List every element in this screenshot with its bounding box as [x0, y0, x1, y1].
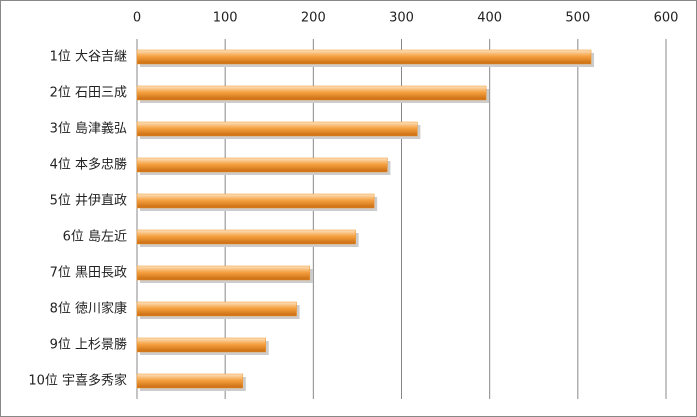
bar [136, 337, 266, 353]
bar [136, 49, 592, 65]
x-tick-label: 300 [389, 11, 414, 26]
bar [136, 85, 487, 101]
y-tick-label: 7位 黒田長政 [50, 266, 127, 281]
y-tick-label: 2位 石田三成 [50, 86, 127, 101]
x-tick-label: 100 [213, 11, 238, 26]
y-tick-label: 3位 島津義弘 [50, 121, 127, 137]
y-tick-label: 8位 徳川家康 [50, 301, 127, 317]
y-tick-label: 9位 上杉景勝 [50, 338, 127, 353]
bar [136, 301, 297, 317]
x-tick-label: 200 [301, 11, 326, 26]
x-tick-label: 0 [133, 11, 141, 26]
y-tick-label: 6位 島左近 [63, 230, 127, 245]
x-tick-label: 500 [565, 11, 590, 26]
bar [136, 121, 418, 137]
bar [136, 373, 244, 389]
y-tick-label: 4位 本多忠勝 [50, 157, 127, 173]
x-tick-label: 400 [477, 11, 502, 26]
x-tick-label: 600 [654, 11, 679, 26]
bar [136, 193, 375, 209]
bar [136, 229, 356, 245]
bar [136, 265, 311, 281]
y-tick-label: 10位 宇喜多秀家 [28, 373, 127, 389]
bar [136, 157, 388, 173]
y-tick-label: 1位 大谷吉継 [50, 50, 127, 65]
y-tick-label: 5位 井伊直政 [50, 194, 127, 209]
